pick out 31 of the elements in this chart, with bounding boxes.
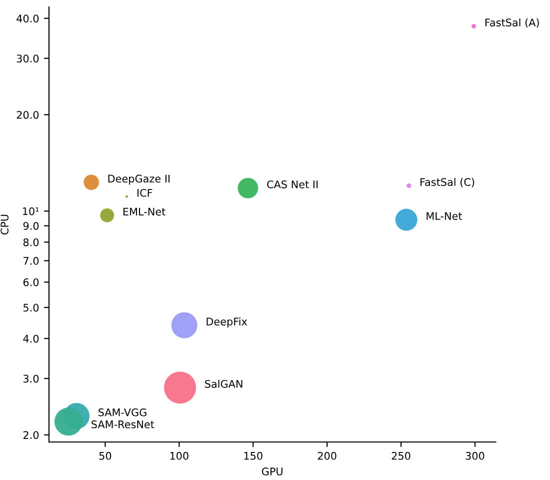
y-tick-label: 2.0	[23, 431, 39, 439]
y-tick-label: 10¹	[22, 207, 39, 216]
y-tick-label: 3.0	[24, 374, 39, 383]
x-tick-label: 300	[466, 452, 484, 460]
series-label: ICF	[137, 188, 152, 197]
x-tick-label: 200	[318, 452, 336, 460]
y-tick-label: 30.0	[16, 54, 39, 62]
x-tick-label: 50	[99, 452, 112, 460]
x-tick-label: 150	[244, 452, 262, 460]
y-tick-label: 5.0	[24, 304, 39, 312]
series-label: DeepFix	[206, 317, 248, 328]
y-tick-label: 4.0	[23, 334, 39, 343]
series-label: SAM-VGG	[98, 408, 146, 416]
y-tick-label: 40.0	[16, 14, 39, 22]
y-tick-label: 20.0	[16, 110, 39, 119]
series-label: FastSal (C)	[420, 178, 474, 188]
series-label: SAM-ResNet	[92, 420, 154, 428]
y-tick-label: 6.0	[23, 278, 39, 286]
series-label: DeepGaze II	[108, 174, 170, 185]
x-axis-title: GPU	[262, 468, 282, 476]
x-tick-label: 100	[170, 452, 188, 460]
series-label: EML-Net	[123, 208, 166, 216]
series-label: CAS Net II	[267, 180, 318, 188]
series-label: FastSal (A)	[485, 18, 539, 28]
series-label: SalGAN	[205, 380, 242, 388]
y-tick-label: 7.0	[24, 256, 39, 265]
x-tick-label: 250	[392, 452, 410, 460]
y-tick-label: 9.0	[23, 222, 39, 230]
y-tick-label: 8.0	[23, 238, 39, 246]
series-label: ML-Net	[426, 212, 462, 220]
y-axis-title: CPU	[0, 214, 9, 235]
